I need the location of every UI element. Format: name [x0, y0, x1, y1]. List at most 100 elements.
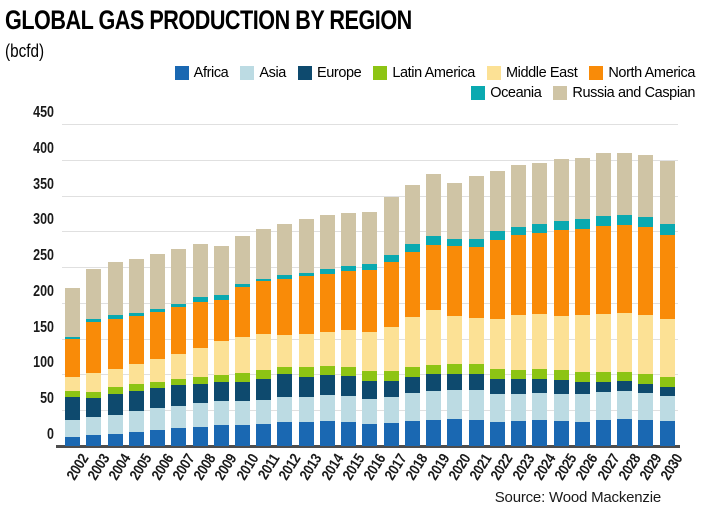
bar-2020	[447, 182, 463, 446]
bar-segment-latin-america	[65, 390, 81, 398]
bar-segment-africa	[426, 419, 442, 446]
bar-segment-asia	[65, 420, 81, 437]
bar-segment-russia-and-caspian	[234, 235, 250, 285]
bar-2025	[553, 159, 569, 446]
bar-segment-russia-and-caspian	[489, 170, 505, 232]
bar-column-2003	[83, 269, 104, 446]
bar-column-2026	[572, 157, 593, 446]
bar-2012	[277, 223, 293, 446]
bar-2004	[107, 262, 123, 446]
bar-segment-africa	[511, 420, 527, 446]
bar-segment-middle-east	[256, 333, 272, 371]
y-tick-label-250: 250	[33, 247, 54, 265]
bar-segment-north-america	[65, 339, 81, 377]
bar-column-2020	[444, 182, 465, 446]
legend-swatch-europe	[297, 66, 312, 80]
bar-segment-north-america	[574, 228, 590, 316]
bar-segment-oceania	[383, 254, 399, 263]
legend-item-russia-and-caspian: Russia and Caspian	[553, 85, 695, 101]
bar-segment-russia-and-caspian	[553, 159, 569, 221]
bar-column-2025	[550, 159, 571, 446]
bar-segment-asia	[468, 390, 484, 420]
bar-segment-africa	[659, 420, 675, 446]
bar-segment-middle-east	[86, 373, 102, 392]
bar-segment-africa	[638, 419, 654, 446]
bar-segment-europe	[86, 398, 102, 418]
bar-segment-oceania	[213, 295, 229, 301]
legend-label-russia-and-caspian: Russia and Caspian	[572, 85, 695, 101]
bar-segment-africa	[383, 423, 399, 446]
bar-2018	[404, 184, 420, 446]
y-tick-label-50: 50	[40, 390, 54, 408]
bar-segment-asia	[171, 405, 187, 429]
bar-segment-oceania	[65, 336, 81, 340]
bar-column-2012	[274, 223, 295, 446]
bar-segment-latin-america	[234, 373, 250, 382]
bar-segment-asia	[511, 393, 527, 421]
bar-segment-africa	[234, 424, 250, 446]
bar-segment-europe	[595, 381, 611, 393]
bar-column-2010	[232, 235, 253, 446]
bar-segment-russia-and-caspian	[362, 212, 378, 264]
bar-segment-asia	[341, 395, 357, 422]
bar-segment-africa	[319, 420, 335, 446]
legend-item-north-america: North America	[589, 65, 695, 81]
bar-segment-europe	[447, 374, 463, 391]
bar-segment-oceania	[128, 312, 144, 316]
bar-segment-north-america	[107, 318, 123, 369]
bar-2008	[192, 243, 208, 446]
bar-segment-middle-east	[511, 315, 527, 371]
bar-segment-oceania	[595, 216, 611, 227]
bar-segment-europe	[383, 380, 399, 398]
bar-segment-oceania	[234, 284, 250, 288]
bar-segment-asia	[489, 394, 505, 422]
bar-segment-north-america	[150, 312, 166, 359]
bar-segment-oceania	[277, 275, 293, 279]
bar-segment-russia-and-caspian	[298, 218, 314, 273]
bar-column-2005	[126, 259, 147, 446]
bar-segment-europe	[532, 378, 548, 394]
bar-2006	[150, 254, 166, 446]
bar-segment-latin-america	[638, 374, 654, 384]
bar-segment-north-america	[192, 301, 208, 348]
bar-segment-middle-east	[489, 319, 505, 370]
bar-column-2023	[508, 164, 529, 446]
bar-column-2027	[593, 153, 614, 446]
bar-segment-africa	[468, 419, 484, 446]
bar-segment-europe	[107, 393, 123, 415]
bar-2015	[341, 212, 357, 446]
bar-segment-north-america	[489, 239, 505, 320]
bar-2023	[511, 164, 527, 446]
bar-segment-latin-america	[489, 369, 505, 380]
bar-segment-oceania	[107, 315, 123, 319]
bar-segment-latin-america	[383, 370, 399, 381]
legend-row-1: Africa Asia Europe Latin America Middle East…	[163, 63, 695, 83]
bar-segment-latin-america	[150, 382, 166, 389]
bar-segment-middle-east	[447, 315, 463, 365]
bar-segment-latin-america	[192, 377, 208, 384]
bar-2029	[638, 154, 654, 446]
bar-column-2014	[317, 214, 338, 446]
bar-segment-asia	[319, 395, 335, 421]
bar-segment-middle-east	[532, 313, 548, 370]
bar-segment-north-america	[319, 273, 335, 332]
bar-segment-europe	[574, 381, 590, 395]
bar-segment-north-america	[128, 315, 144, 364]
bar-segment-middle-east	[277, 335, 293, 368]
bar-column-2002	[62, 287, 83, 446]
bar-2003	[86, 269, 102, 446]
bar-segment-europe	[234, 381, 250, 401]
bar-segment-russia-and-caspian	[574, 157, 590, 220]
bar-segment-north-america	[468, 247, 484, 318]
bar-segment-north-america	[277, 278, 293, 336]
bar-segment-asia	[298, 396, 314, 422]
bar-segment-africa	[213, 425, 229, 446]
bar-segment-middle-east	[468, 317, 484, 364]
bar-segment-africa	[65, 436, 81, 446]
bar-segment-africa	[107, 433, 123, 446]
bar-segment-russia-and-caspian	[532, 162, 548, 225]
bar-segment-latin-america	[553, 370, 569, 381]
legend: Africa Asia Europe Latin America Middle East…	[163, 63, 695, 103]
bar-column-2007	[168, 249, 189, 446]
